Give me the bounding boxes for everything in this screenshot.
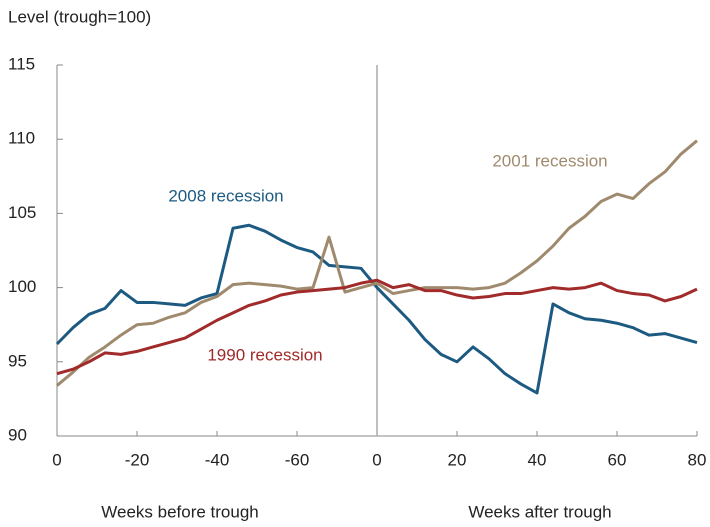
x-tick-label: -40 [205,450,230,469]
series-line [56,139,698,387]
x-tick-label: 40 [528,450,547,469]
y-tick-label: 100 [8,277,36,296]
x-tick-label: 80 [688,450,707,469]
series-line [55,223,698,395]
x-tick-label: -60 [285,450,310,469]
x-tick-label: 20 [448,450,467,469]
x-tick-label: 0 [372,450,381,469]
y-tick-label: 90 [8,425,27,444]
series-label: 2008 recession [168,186,283,205]
x-axis-label: Weeks after trough [468,502,611,521]
y-tick-label: 105 [8,203,36,222]
y-tick-label: 115 [8,54,35,73]
y-tick-label: 110 [8,129,35,148]
y-tick-label: 95 [8,351,27,370]
x-tick-label: -20 [125,450,150,469]
x-tick-label: 60 [608,450,627,469]
series-line [56,278,698,376]
series-label: 1990 recession [207,345,322,364]
x-axis-label: Weeks before trough [101,502,259,521]
y-axis-label: Level (trough=100) [8,7,151,26]
x-tick-label: 0 [52,450,61,469]
series-label: 2001 recession [492,151,607,170]
